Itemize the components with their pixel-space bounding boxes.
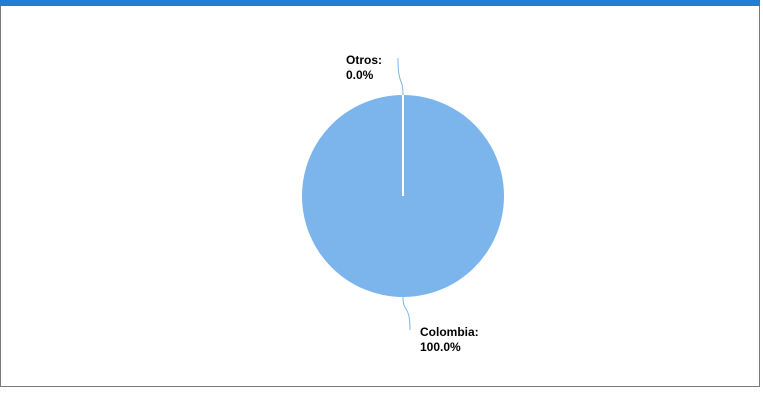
value-label: 0.0% <box>346 68 374 82</box>
category-label: Colombia: <box>420 325 479 339</box>
header-bar <box>0 0 760 6</box>
value-label: 100.0% <box>420 340 461 354</box>
leader-line <box>402 296 411 331</box>
leader-line <box>397 57 404 96</box>
category-label: Otros: <box>346 53 382 67</box>
